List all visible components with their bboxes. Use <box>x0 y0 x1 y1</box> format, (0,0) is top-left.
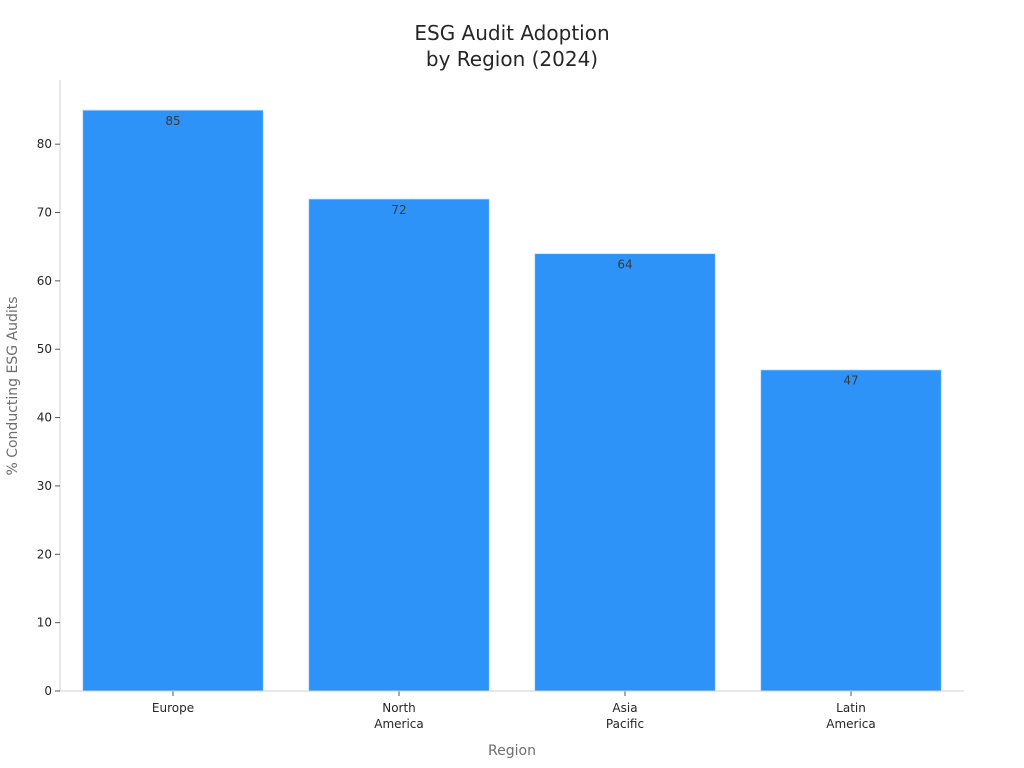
y-tick-label-1: 10 <box>37 616 52 630</box>
chart-title-line-1: ESG Audit Adoption <box>414 21 609 45</box>
y-tick-label-6: 60 <box>37 274 52 288</box>
y-axis-label: % Conducting ESG Audits <box>5 296 21 475</box>
bars-group: 85 72 64 47 <box>82 109 942 692</box>
y-tick-label-7: 70 <box>37 206 52 220</box>
bar-value-label-1: 72 <box>391 203 406 217</box>
bar-1 <box>308 198 490 692</box>
bar-value-label-0: 85 <box>165 114 180 128</box>
y-tick-label-0: 0 <box>44 684 52 698</box>
x-tick-label-2-0: Asia <box>612 701 637 715</box>
y-tick-label-2: 20 <box>37 547 52 561</box>
bar-0 <box>82 109 264 692</box>
y-tick-label-3: 30 <box>37 479 52 493</box>
x-tick-label-1-1: America <box>374 717 424 731</box>
bar-value-label-3: 47 <box>843 374 858 388</box>
x-tick-label-3-1: America <box>826 717 876 731</box>
x-axis-label: Region <box>488 743 536 759</box>
bar-2 <box>534 253 716 692</box>
y-tick-label-8: 80 <box>37 137 52 151</box>
bar-value-label-2: 64 <box>617 258 632 272</box>
chart-title-line-2: by Region (2024) <box>426 47 598 71</box>
bar-3 <box>760 369 942 692</box>
y-tick-label-5: 50 <box>37 342 52 356</box>
x-tick-label-1-0: North <box>382 701 416 715</box>
x-tick-label-3-0: Latin <box>836 701 866 715</box>
axes-group: Europe North America Asia Pacific Latin Americ… <box>37 80 964 731</box>
x-tick-label-0-0: Europe <box>152 701 194 715</box>
y-tick-label-4: 40 <box>37 411 52 425</box>
x-tick-label-2-1: Pacific <box>606 717 644 731</box>
